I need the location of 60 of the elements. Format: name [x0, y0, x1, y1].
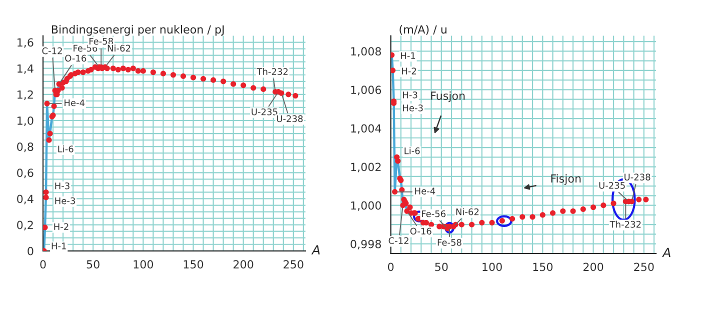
annotation: H-3	[403, 92, 418, 98]
y-tick-label: 1,002	[351, 162, 381, 172]
y-axis-title: Bindingsenergi per nukleon / pJ	[52, 24, 224, 36]
annotation: O-16	[65, 54, 86, 62]
annotation: Ni-62	[456, 208, 479, 216]
x-tick-label: 250	[634, 262, 654, 272]
annotation: U-238	[276, 115, 303, 122]
y-tick-label: 1,4	[18, 64, 34, 74]
annotation: Fisjon	[551, 174, 581, 185]
y-tick-label: 0,6	[17, 168, 34, 178]
annotation: Th-232	[256, 68, 288, 75]
annotation: U-235	[252, 108, 278, 116]
x-tick-label: 200	[583, 262, 604, 272]
annotation: C-12	[388, 237, 408, 244]
annotation: U-238	[624, 174, 650, 180]
annotation: He-4	[64, 99, 85, 106]
x-tick-label: 0	[40, 260, 46, 269]
y-tick-label: 0,2	[17, 220, 33, 230]
y-axis-title: (m/A) / u	[400, 25, 446, 35]
y-tick-label: 0	[28, 246, 34, 256]
y-tick-label: 1,2	[18, 90, 33, 100]
x-tick-label: 100	[482, 262, 502, 272]
y-tick-label: 0,4	[17, 194, 34, 204]
y-tick-label: 1,004	[351, 124, 382, 134]
x-tick-label: 50	[86, 260, 100, 269]
annotation: Fe-58	[438, 238, 462, 246]
x-tick-label: 0	[388, 262, 394, 272]
x-axis-title: A	[311, 245, 320, 254]
y-tick-label: 1,000	[351, 201, 381, 211]
x-tick-label: 200	[234, 260, 254, 269]
x-tick-label: 150	[184, 260, 204, 269]
annotation: H-2	[54, 223, 68, 230]
annotation: Th-232	[610, 220, 641, 228]
annotation: He-3	[55, 197, 75, 204]
y-tick-label: 0,8	[17, 142, 34, 152]
annotation: H-1	[400, 52, 416, 59]
annotation: He-4	[415, 188, 436, 194]
annotation: C-12	[42, 47, 62, 54]
annotation: H-2	[402, 68, 416, 74]
annotation: Fe-58	[90, 38, 113, 45]
x-axis-title: A	[662, 248, 670, 257]
annotation: Ni-62	[108, 44, 130, 52]
y-tick-label: 1,0	[18, 116, 34, 126]
x-tick-label: 250	[284, 260, 304, 269]
annotation: H-3	[55, 182, 70, 190]
annotation: Fusjon	[431, 91, 465, 102]
annotation: Fe-56	[422, 210, 446, 218]
annotation: Li-6	[58, 145, 74, 152]
y-tick-label: 1,006	[351, 86, 382, 96]
annotation: Li-6	[404, 147, 420, 154]
y-tick-label: 0,998	[350, 240, 381, 250]
x-tick-label: 50	[435, 262, 448, 272]
annotation: U-235	[599, 182, 625, 189]
y-tick-label: 1,6	[18, 38, 34, 48]
annotation: O-16	[410, 228, 432, 235]
x-tick-label: 150	[533, 262, 553, 272]
x-tick-label: 100	[134, 260, 154, 269]
annotation: H-1	[52, 242, 66, 250]
annotation: He-3	[403, 104, 423, 112]
y-tick-label: 1,008	[351, 47, 381, 57]
